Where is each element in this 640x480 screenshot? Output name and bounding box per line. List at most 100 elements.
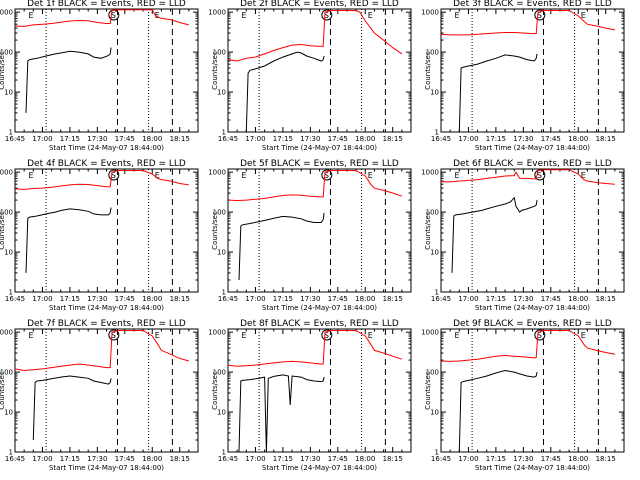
- x-tick-label: 18:00: [142, 135, 162, 143]
- events-series-line: [458, 369, 538, 453]
- marker-e-end: E: [581, 11, 586, 20]
- x-axis-label: Start Time (24-May-07 18:44:00): [262, 464, 377, 472]
- y-tick-label: 1: [9, 289, 13, 297]
- plot-frame: [227, 328, 412, 453]
- plot-frame: [14, 8, 199, 133]
- y-tick-label: 100: [426, 369, 439, 377]
- x-tick-label: 18:00: [355, 455, 375, 463]
- panel-title: Det 5f BLACK = Events, RED = LLD: [240, 159, 399, 169]
- y-axis-label: Counts/sec: [211, 371, 219, 410]
- x-tick-label: 18:00: [568, 295, 588, 303]
- y-tick-label: 1: [435, 129, 439, 137]
- lld-series-line: [227, 10, 403, 62]
- marker-s-circle: [108, 169, 120, 181]
- marker-e-start: E: [28, 331, 33, 340]
- y-axis-label: Counts/sec: [0, 51, 6, 90]
- x-tick-label: 16:45: [5, 135, 25, 143]
- marker-s-circle: [321, 9, 333, 21]
- x-tick-label: 18:00: [355, 295, 375, 303]
- y-tick-label: 1000: [208, 9, 226, 17]
- marker-e-end: E: [155, 11, 160, 20]
- y-tick-label: 10: [4, 249, 13, 257]
- plot-frame: [227, 168, 412, 293]
- y-tick-label: 100: [0, 209, 13, 217]
- marker-e-start: E: [241, 171, 246, 180]
- x-axis-label: Start Time (24-May-07 18:44:00): [475, 304, 590, 312]
- lld-series-line: [440, 169, 615, 185]
- y-tick-label: 10: [217, 89, 226, 97]
- x-tick-label: 16:45: [5, 295, 25, 303]
- y-tick-label: 10: [430, 409, 439, 417]
- marker-s: S: [111, 331, 116, 340]
- marker-e-end: E: [368, 331, 373, 340]
- x-tick-label: 17:30: [513, 455, 533, 463]
- marker-e-start: E: [241, 11, 246, 20]
- y-tick-label: 1: [435, 289, 439, 297]
- x-tick-label: 16:45: [5, 455, 25, 463]
- marker-e-end: E: [581, 331, 586, 340]
- marker-s: S: [324, 331, 329, 340]
- x-tick-label: 17:00: [458, 135, 478, 143]
- x-axis-label: Start Time (24-May-07 18:44:00): [49, 144, 164, 152]
- x-tick-label: 17:30: [300, 455, 320, 463]
- panel-title: Det 1f BLACK = Events, RED = LLD: [27, 0, 186, 9]
- x-tick-label: 17:15: [486, 295, 506, 303]
- lld-series-line: [14, 330, 189, 372]
- x-tick-label: 17:45: [328, 455, 348, 463]
- x-tick-label: 16:45: [218, 455, 238, 463]
- x-tick-label: 17:30: [513, 135, 533, 143]
- x-axis-label: Start Time (24-May-07 18:44:00): [475, 464, 590, 472]
- y-tick-label: 1000: [0, 169, 13, 177]
- y-axis-label: Counts/sec: [0, 211, 6, 250]
- x-tick-label: 16:45: [218, 135, 238, 143]
- plot-frame: [440, 8, 625, 133]
- x-tick-label: 17:15: [273, 455, 293, 463]
- panel-title: Det 3f BLACK = Events, RED = LLD: [453, 0, 612, 9]
- x-tick-label: 17:30: [87, 455, 107, 463]
- plot-frame: [440, 328, 625, 453]
- plot-frame: [440, 168, 625, 293]
- x-tick-label: 17:45: [328, 135, 348, 143]
- x-tick-label: 18:15: [383, 135, 403, 143]
- y-tick-label: 1000: [421, 9, 439, 17]
- marker-e-start: E: [28, 11, 33, 20]
- plot-frame: [227, 8, 412, 133]
- x-tick-label: 18:00: [568, 135, 588, 143]
- y-tick-label: 10: [217, 409, 226, 417]
- lld-series-line: [227, 330, 403, 367]
- marker-e-start: E: [454, 11, 459, 20]
- panel-title: Det 6f BLACK = Events, RED = LLD: [453, 159, 612, 169]
- x-tick-label: 17:30: [300, 135, 320, 143]
- x-tick-label: 18:00: [355, 135, 375, 143]
- marker-e-end: E: [155, 331, 160, 340]
- y-tick-label: 1: [222, 129, 226, 137]
- events-series-line: [25, 207, 112, 273]
- x-tick-label: 18:00: [142, 455, 162, 463]
- x-tick-label: 17:45: [541, 135, 561, 143]
- events-series-line: [458, 53, 538, 133]
- events-series-line: [451, 196, 538, 273]
- x-tick-label: 17:15: [60, 135, 80, 143]
- y-tick-label: 100: [426, 209, 439, 217]
- panel-title: Det 4f BLACK = Events, RED = LLD: [27, 159, 186, 169]
- detector-panel-4: Det 4f BLACK = Events, RED = LLD 1 10 100 10…: [0, 159, 199, 312]
- events-series-line: [245, 51, 325, 133]
- lld-series-line: [440, 10, 615, 36]
- x-tick-label: 18:15: [383, 295, 403, 303]
- y-tick-label: 1: [9, 129, 13, 137]
- y-tick-label: 1: [222, 289, 226, 297]
- x-tick-label: 18:15: [170, 455, 190, 463]
- y-tick-label: 100: [213, 49, 226, 57]
- detector-panel-2: Det 2f BLACK = Events, RED = LLD 1 10 100 10…: [208, 0, 412, 152]
- marker-e-end: E: [581, 171, 586, 180]
- y-tick-label: 10: [4, 89, 13, 97]
- marker-s: S: [537, 11, 542, 20]
- panel-title: Det 9f BLACK = Events, RED = LLD: [453, 319, 612, 329]
- marker-e-end: E: [368, 11, 373, 20]
- x-tick-label: 17:15: [60, 455, 80, 463]
- detector-panel-6: Det 6f BLACK = Events, RED = LLD 1 10 100 10…: [421, 159, 625, 312]
- marker-s: S: [537, 171, 542, 180]
- x-tick-label: 18:15: [596, 135, 616, 143]
- y-axis-label: Counts/sec: [0, 371, 6, 410]
- x-tick-label: 16:45: [431, 295, 451, 303]
